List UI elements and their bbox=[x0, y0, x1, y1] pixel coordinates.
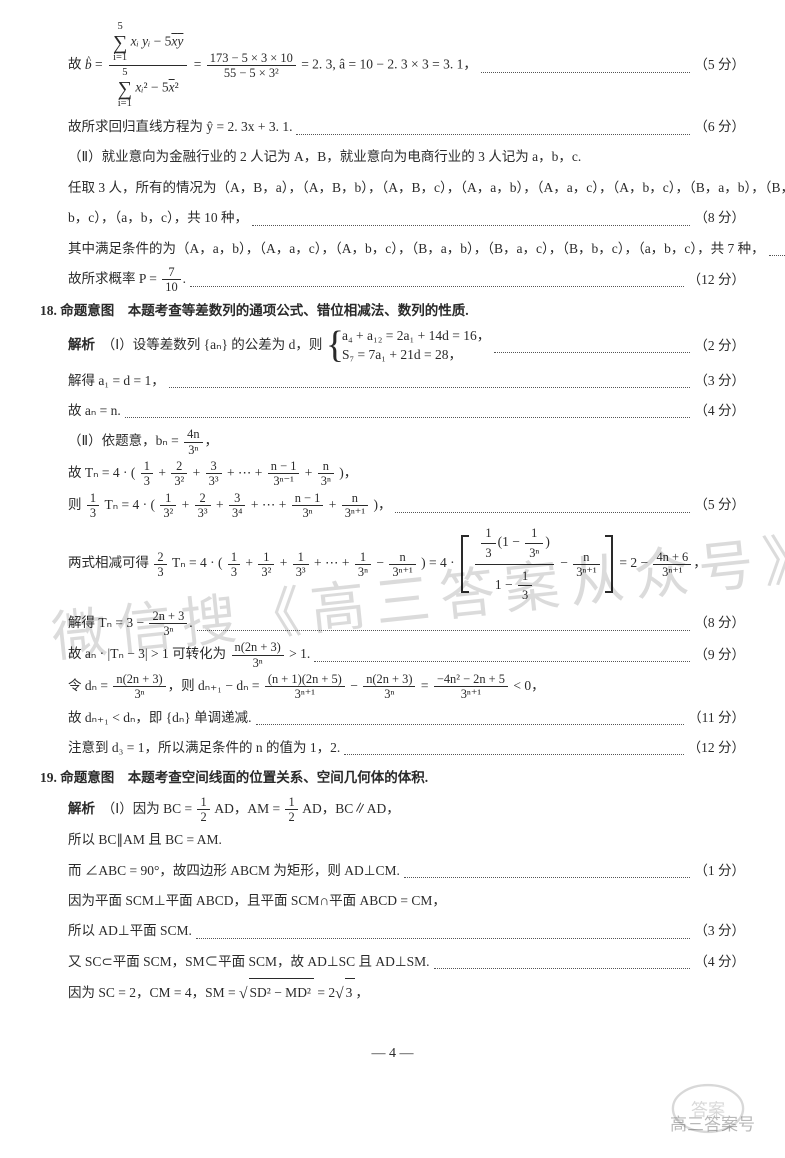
step-line: 因为 SC = 2，CM = 4，SM = √SD² − MD² = 2√3， bbox=[40, 978, 745, 1011]
step-line: （Ⅱ）就业意向为金融行业的 2 人记为 A，B，就业意向为电商行业的 3 人记为… bbox=[40, 143, 745, 171]
step-line: 所以 AD⊥平面 SCM.（3 分） bbox=[40, 917, 745, 945]
step-line: （Ⅱ）依题意，bₙ = 4n3ⁿ， bbox=[40, 427, 745, 457]
step-line: 故 aₙ = n.（4 分） bbox=[40, 397, 745, 425]
step-line: 两式相减可得 23 Tₙ = 4 · ( 13 + 13² + 13³ + ⋯ … bbox=[40, 522, 745, 606]
question-header: 19. 命题意图 本题考查空间线面的位置关系、空间几何体的体积. bbox=[40, 764, 745, 792]
step-line: 故所求概率 P = 710. （12 分） bbox=[40, 265, 745, 295]
corner-logo: 答案 bbox=[669, 1081, 747, 1136]
score: （5 分） bbox=[694, 51, 745, 79]
step-line: 而 ∠ABC = 90°，故四边形 ABCM 为矩形，则 AD⊥CM.（1 分） bbox=[40, 857, 745, 885]
step-line: 令 dₙ = n(2n + 3)3ⁿ，则 dₙ₊₁ − dₙ = (n + 1)… bbox=[40, 672, 745, 702]
question-header: 18. 命题意图 本题考查等差数列的通项公式、错位相减法、数列的性质. bbox=[40, 297, 745, 325]
step-line: 注意到 d₃ = 1，所以满足条件的 n 的值为 1，2.（12 分） bbox=[40, 734, 745, 762]
step-line: 故 aₙ · |Tₙ − 3| > 1 可转化为 n(2n + 3)3ⁿ > 1… bbox=[40, 640, 745, 670]
step-line: 又 SC⊂平面 SCM，SM⊂平面 SCM，故 AD⊥SC 且 AD⊥SM.（4… bbox=[40, 948, 745, 976]
step-line: 因为平面 SCM⊥平面 ABCD，且平面 SCM∩平面 ABCD = CM， bbox=[40, 887, 745, 915]
step-line: 解析 （Ⅰ）因为 BC = 12 AD，AM = 12 AD，BC∥AD， bbox=[40, 795, 745, 825]
watermark-corner: 高三答案号 bbox=[670, 1107, 755, 1143]
step-line: 其中满足条件的为（A，a，b），（A，a，c），（A，b，c），（B，a，b），… bbox=[40, 235, 745, 263]
step-line: 任取 3 人，所有的情况为（A，B，a），（A，B，b），（A，B，c），（A，… bbox=[40, 174, 745, 202]
svg-text:答案: 答案 bbox=[691, 1101, 725, 1120]
step-line: 所以 BC∥AM 且 BC = AM. bbox=[40, 826, 745, 854]
step-line: 故 dₙ₊₁ < dₙ，即 {dₙ} 单调递减.（11 分） bbox=[40, 704, 745, 732]
step-line: 解析 （Ⅰ）设等差数列 {aₙ} 的公差为 d，则 {a₄ + a₁₂ = 2a… bbox=[40, 327, 745, 365]
text: 故 b = 5∑i=1 xᵢ yᵢ − 5xy 5∑i=1 xᵢ² − 5x² … bbox=[68, 20, 477, 111]
step-line: 解得 Tₙ = 3 − 2n + 33ⁿ. （8 分） bbox=[40, 609, 745, 639]
page-number: — 4 — bbox=[40, 1039, 745, 1068]
step-line: 故 Tₙ = 4 · ( 13 + 23² + 33³ + ⋯ + n − 13… bbox=[40, 459, 745, 489]
step-line: b，c），（a，b，c），共 10 种，（8 分） bbox=[40, 204, 745, 232]
step-line: 则 13 Tₙ = 4 · ( 13² + 23³ + 33⁴ + ⋯ + n … bbox=[40, 491, 745, 521]
step-line: 解得 a₁ = d = 1，（3 分） bbox=[40, 367, 745, 395]
step-line: 故 b = 5∑i=1 xᵢ yᵢ − 5xy 5∑i=1 xᵢ² − 5x² … bbox=[40, 20, 745, 111]
step-line: 故所求回归直线方程为 ŷ = 2. 3x + 3. 1.（6 分） bbox=[40, 113, 745, 141]
